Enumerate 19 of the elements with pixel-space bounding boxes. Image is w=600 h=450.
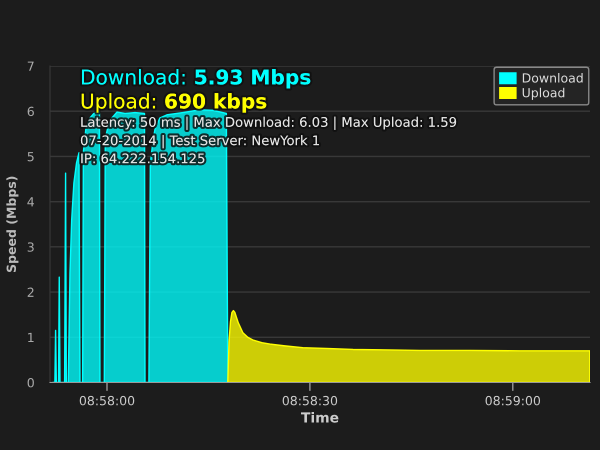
x-tick-label: 08:58:00: [80, 396, 134, 406]
annotation: 5.93 Mbps: [195, 69, 310, 89]
x-tick-label: 08:58:30: [282, 396, 338, 406]
annotation: 690 kbps: [165, 93, 266, 113]
y-tick-label: 4: [27, 197, 34, 206]
y-axis-title: Speed (Mbps): [6, 176, 18, 272]
legend-label: Download: [522, 73, 583, 83]
y-tick-label: 6: [28, 106, 34, 116]
x-tick-label: 08:59:00: [486, 396, 540, 406]
y-tick-label: 5: [28, 152, 34, 162]
annotation: Download:: [82, 69, 185, 85]
y-tick-label: 3: [28, 242, 34, 252]
y-tick-label: 1: [28, 332, 34, 342]
y-tick-label: 7: [28, 62, 34, 71]
y-tick-label: 2: [28, 288, 34, 297]
legend-label: Upload: [522, 88, 564, 100]
x-axis-title: Time: [301, 412, 338, 423]
y-tick-label: 0: [28, 378, 34, 388]
annotation: Upload:: [82, 93, 156, 113]
